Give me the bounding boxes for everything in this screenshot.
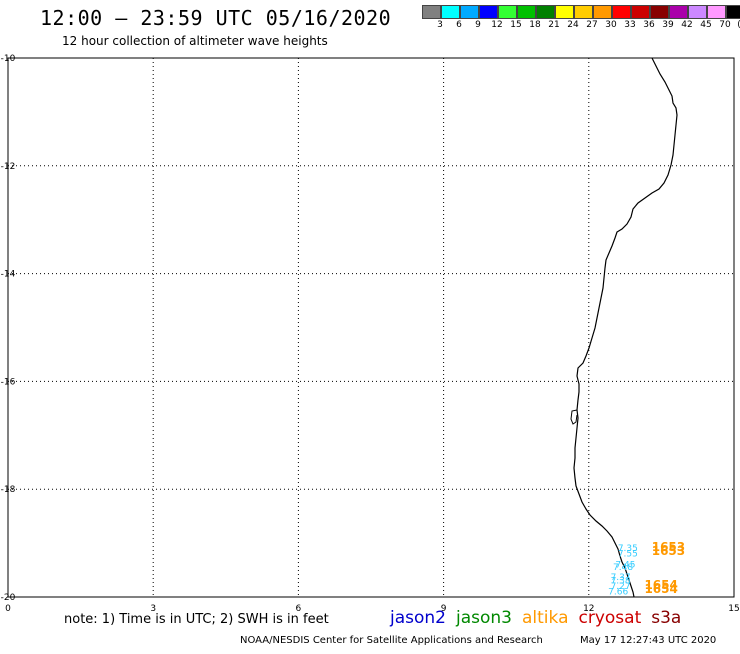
satellite-legend: jason2 jason3 altika cryosat s3a (390, 608, 691, 628)
swh-label: 7.45 (615, 560, 635, 570)
legend-swatch (631, 5, 650, 19)
legend-tick-label: 9 (475, 20, 481, 30)
y-tick-label: -20 (1, 593, 16, 603)
swh-label: 7.55 (618, 550, 638, 560)
satellite-jason3: jason3 (456, 608, 512, 628)
legend-swatch (517, 5, 536, 19)
swh-label: 7.38 (611, 577, 631, 587)
map-title: 12:00 – 23:59 UTC 05/16/2020 (40, 6, 392, 30)
legend-tick-label: 45 (700, 20, 712, 30)
legend-swatch (726, 5, 740, 19)
footer-note: note: 1) Time is in UTC; 2) SWH is in fe… (64, 612, 329, 627)
pass-time-label: 1654 (644, 578, 677, 592)
map-frame (7, 57, 735, 598)
y-tick-label: -18 (1, 485, 16, 495)
legend-tick-label: 36 (643, 20, 655, 30)
pass-time-label: 1654 (644, 582, 677, 596)
legend-tick-label: 12 (491, 20, 503, 30)
legend-tick-label: 24 (567, 20, 579, 30)
legend-tick-label: 33 (624, 20, 636, 30)
swh-label: 7.35 (618, 544, 638, 554)
legend-tick-label: 3 (437, 20, 443, 30)
coastline-inlet (570, 409, 578, 425)
x-tick-label: 0 (5, 604, 11, 614)
legend-tick-label: 6 (456, 20, 462, 30)
pass-time-label: 1653 (652, 540, 685, 554)
legend-swatch (498, 5, 517, 19)
x-tick-label: 3 (150, 604, 156, 614)
pass-time-label: 1653 (652, 544, 685, 558)
legend-swatch (479, 5, 498, 19)
satellite-jason2: jason2 (390, 608, 446, 628)
credit-line: NOAA/NESDIS Center for Satellite Applica… (240, 635, 543, 646)
legend-tick-label: (ft) (737, 20, 740, 30)
legend-swatch (536, 5, 555, 19)
legend-tick-label: 70 (719, 20, 731, 30)
legend-swatch (460, 5, 479, 19)
legend-tick-label: 39 (662, 20, 674, 30)
swh-label: 7.66 (608, 587, 628, 597)
legend-swatches (422, 5, 740, 19)
coastline (573, 57, 678, 598)
satellite-altika: altika (522, 608, 569, 628)
swh-label: 7.37 (611, 573, 631, 583)
legend-tick-label: 30 (605, 20, 617, 30)
timestamp: May 17 12:27:43 UTC 2020 (580, 635, 717, 646)
legend-tick-label: 27 (586, 20, 598, 30)
swh-label: 7.48 (613, 563, 633, 573)
swh-label: 7.27 (611, 582, 631, 592)
legend-swatch (669, 5, 688, 19)
legend-tick-label: 18 (529, 20, 541, 30)
legend-swatch (555, 5, 574, 19)
y-tick-label: -10 (1, 54, 16, 64)
y-tick-label: -12 (1, 162, 16, 172)
legend-swatch (593, 5, 612, 19)
y-tick-label: -16 (1, 377, 16, 387)
x-tick-label: 12 (583, 604, 594, 614)
map-subtitle: 12 hour collection of altimeter wave hei… (62, 34, 328, 48)
legend-swatch (650, 5, 669, 19)
legend-swatch (612, 5, 631, 19)
satellite-s3a: s3a (651, 608, 682, 628)
legend-swatch (441, 5, 460, 19)
legend-swatch (707, 5, 726, 19)
satellite-cryosat: cryosat (578, 608, 642, 628)
legend-swatch (422, 5, 441, 19)
legend-swatch (574, 5, 593, 19)
legend-tick-label: 21 (548, 20, 560, 30)
x-tick-label: 15 (728, 604, 739, 614)
y-tick-label: -14 (1, 270, 16, 280)
legend-tick-label: 42 (681, 20, 693, 30)
legend-tick-label: 15 (510, 20, 522, 30)
x-tick-label: 6 (296, 604, 302, 614)
legend-swatch (688, 5, 707, 19)
x-tick-label: 9 (441, 604, 447, 614)
